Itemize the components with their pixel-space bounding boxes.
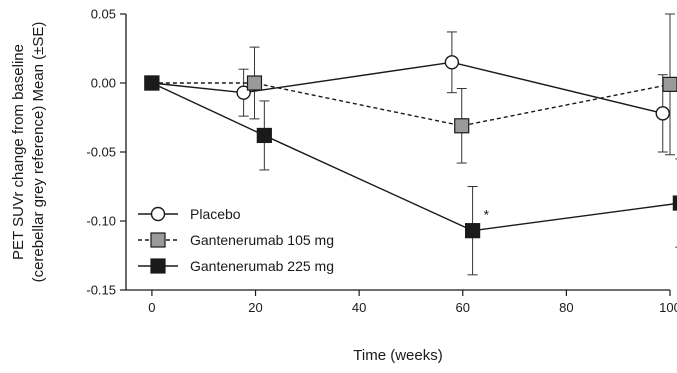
legend-marker: [150, 232, 166, 248]
data-point: [236, 85, 251, 100]
data-point: [662, 76, 677, 92]
series-1: [144, 31, 670, 153]
x-tick-label: 40: [352, 300, 366, 315]
data-point: [256, 127, 272, 144]
legend-marker: [150, 258, 166, 274]
x-tick-label: 80: [559, 300, 573, 315]
y-tick-label: 0.00: [91, 76, 116, 91]
significance-marker: *: [484, 207, 490, 223]
data-point: [246, 75, 263, 91]
legend-label: Placebo: [190, 206, 241, 222]
data-point: [465, 223, 481, 239]
y-tick-label: -0.10: [86, 214, 116, 229]
y-tick-label: -0.05: [86, 145, 116, 160]
data-point: [454, 118, 470, 134]
data-point: [444, 55, 460, 70]
y-tick-label: 0.05: [91, 7, 116, 22]
y-axis-title-line-2: (cerebellar grey reference) Mean (±SE): [30, 22, 47, 283]
series-3: [144, 75, 677, 276]
x-tick-label: 0: [148, 300, 155, 315]
series-2: [144, 13, 677, 164]
series-line: [151, 82, 677, 232]
y-axis-title-line-1: PET SUVr change from baseline: [10, 44, 27, 260]
data-point: [144, 75, 160, 91]
legend-item-2: Gantenerumab 105 mg: [138, 232, 334, 248]
legend-marker: [150, 206, 166, 222]
data-point: [655, 106, 670, 121]
legend-item-3: Gantenerumab 225 mg: [138, 258, 334, 274]
legend-label: Gantenerumab 225 mg: [190, 258, 334, 274]
legend-item-1: Placebo: [138, 206, 241, 222]
legend-label: Gantenerumab 105 mg: [190, 232, 334, 248]
x-tick-label: 20: [248, 300, 262, 315]
series-line: [151, 61, 663, 115]
y-tick-label: -0.15: [86, 283, 116, 298]
data-point: [672, 195, 677, 211]
series-line: [151, 82, 671, 127]
x-axis-title: Time (weeks): [353, 347, 442, 364]
x-tick-label: 100: [659, 300, 677, 315]
x-tick-label: 60: [456, 300, 470, 315]
